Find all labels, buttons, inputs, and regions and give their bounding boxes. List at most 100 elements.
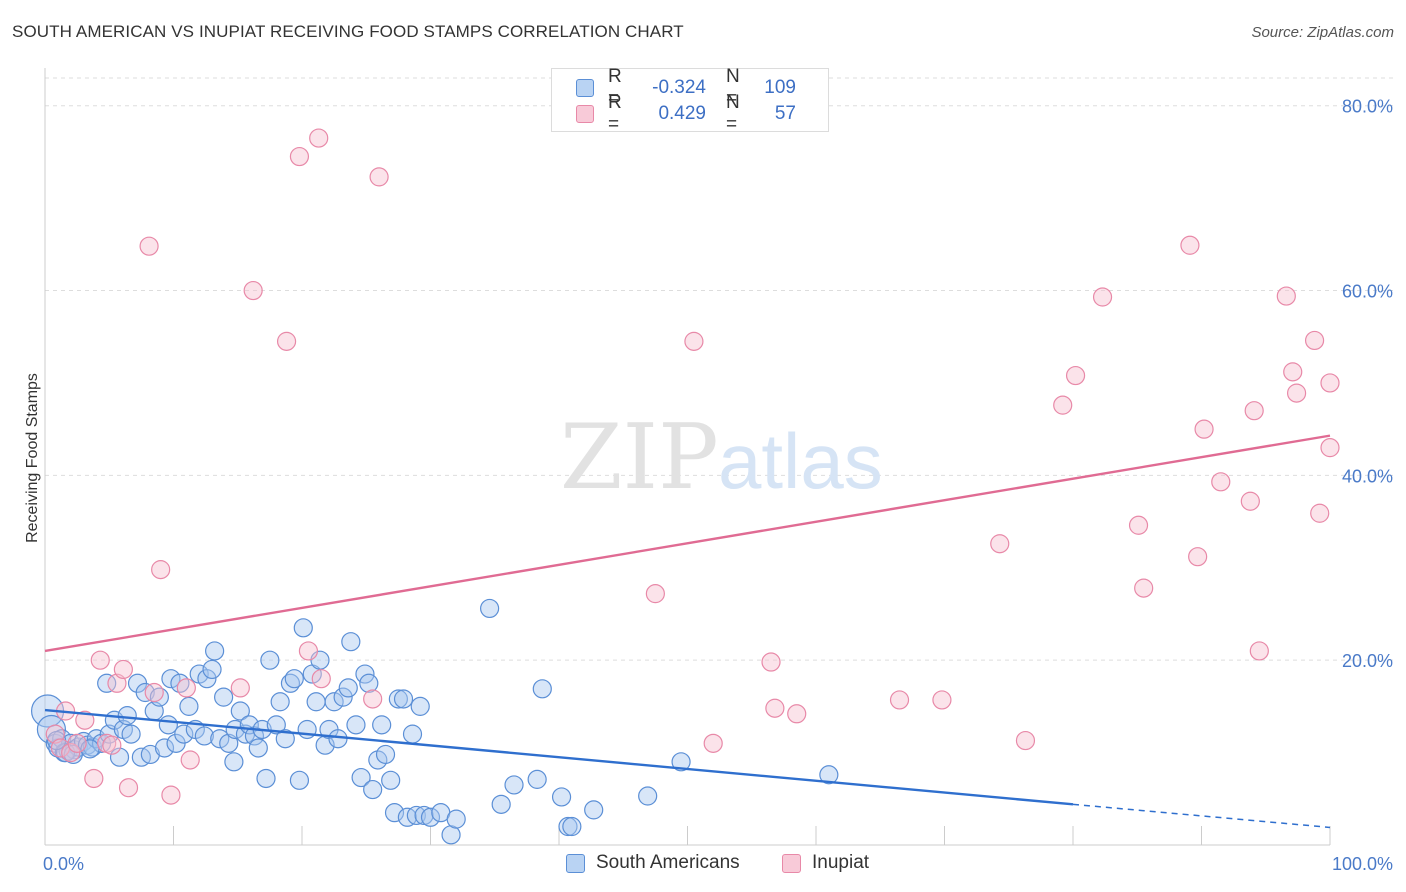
point-inupiat [1310,503,1330,523]
point-inupiat [1065,365,1086,386]
point-inupiat [1283,362,1303,382]
bottom-legend-south-americans: South Americans [566,852,740,874]
point-south-americans [275,729,295,749]
point-inupiat [113,659,133,680]
bottom-legend-inupiat: Inupiat [782,852,869,874]
point-south-americans [363,779,383,800]
point-inupiat [889,690,910,710]
grid-lines [45,77,1393,661]
point-south-americans [197,669,217,689]
point-inupiat [1240,491,1260,511]
point-inupiat [990,534,1010,554]
point-inupiat [1249,641,1269,661]
point-south-americans [410,696,430,716]
point-inupiat [369,167,389,187]
point-inupiat [243,280,263,301]
point-south-americans [355,664,375,684]
point-south-americans [194,726,214,746]
point-south-americans [372,715,392,735]
legend-n-value: 109 [764,77,796,98]
point-south-americans [381,770,401,790]
point-inupiat [1180,235,1200,255]
point-inupiat [309,128,329,148]
point-inupiat [645,584,665,604]
legend-box: R = -0.324 N = 109 R = 0.429 N = 57 [551,66,829,135]
legend-r-value: -0.324 [652,77,706,98]
bottom-legend-swatch-pink [782,853,801,873]
point-inupiat [102,735,122,755]
point-south-americans [388,689,408,709]
point-south-americans [179,696,199,716]
point-inupiat [684,331,704,351]
legend-n-label: N = [726,92,740,135]
point-inupiat [1286,383,1307,403]
point-inupiat [761,652,781,672]
point-inupiat [144,682,164,703]
point-south-americans [480,598,500,619]
point-south-americans [210,729,230,749]
legend-swatch-blue [576,79,594,97]
point-south-americans [351,767,371,788]
point-south-americans [406,805,426,826]
point-inupiat [75,710,95,730]
y-axis-label: Receiving Food Stamps [24,373,41,543]
point-south-americans [671,752,691,772]
point-inupiat [1211,472,1231,492]
point-south-americans [154,738,175,758]
point-inupiat [765,698,785,718]
watermark: ZIP atlas [560,405,883,510]
point-south-americans [359,673,379,693]
point-south-americans [338,678,358,698]
point-south-americans [527,769,547,789]
trend-lines [44,434,1331,829]
source-label: Source: ZipAtlas.com [1251,24,1394,41]
point-inupiat [118,778,139,798]
point-south-americans [414,805,434,826]
point-south-americans [346,715,366,735]
series-inupiat [45,128,1340,805]
legend-r-label: R = [608,92,622,135]
point-inupiat [84,768,104,789]
point-south-americans [121,724,141,744]
point-inupiat [1244,401,1264,421]
y-tick-label: 20.0% [1342,651,1393,671]
point-inupiat [363,689,383,709]
point-south-americans [584,800,604,820]
series-south-americans [30,598,839,845]
legend-n-value: 57 [774,103,796,124]
trend-line-south-americans [44,708,1074,806]
point-inupiat [787,704,807,724]
chart-title: SOUTH AMERICAN VS INUPIAT RECEIVING FOOD… [12,22,684,41]
point-inupiat [1320,373,1340,393]
point-inupiat [1304,330,1325,351]
point-inupiat [176,678,196,698]
point-south-americans [270,692,290,712]
point-south-americans [117,706,137,726]
point-south-americans [420,807,441,827]
point-south-americans [260,650,280,670]
point-inupiat [161,785,181,805]
point-south-americans [266,715,286,735]
axes [44,68,1331,846]
point-south-americans [289,770,310,790]
point-south-americans [638,786,658,806]
point-south-americans [384,803,405,823]
point-inupiat [1134,578,1154,598]
point-inupiat [1015,730,1036,751]
point-inupiat [1092,287,1113,307]
point-south-americans [562,816,582,837]
point-south-americans [324,692,344,712]
x-tick-label-max: 100.0% [1332,854,1393,874]
point-south-americans [393,689,414,709]
point-south-americans [140,744,160,765]
point-south-americans [97,673,117,693]
point-south-americans [248,738,268,758]
point-south-americans [328,729,348,749]
y-tick-label: 40.0% [1342,466,1393,486]
point-south-americans [284,669,304,689]
bottom-legend: South Americans Inupiat [0,852,1406,878]
point-south-americans [446,809,466,829]
point-inupiat [1128,515,1149,535]
point-inupiat [311,669,331,689]
